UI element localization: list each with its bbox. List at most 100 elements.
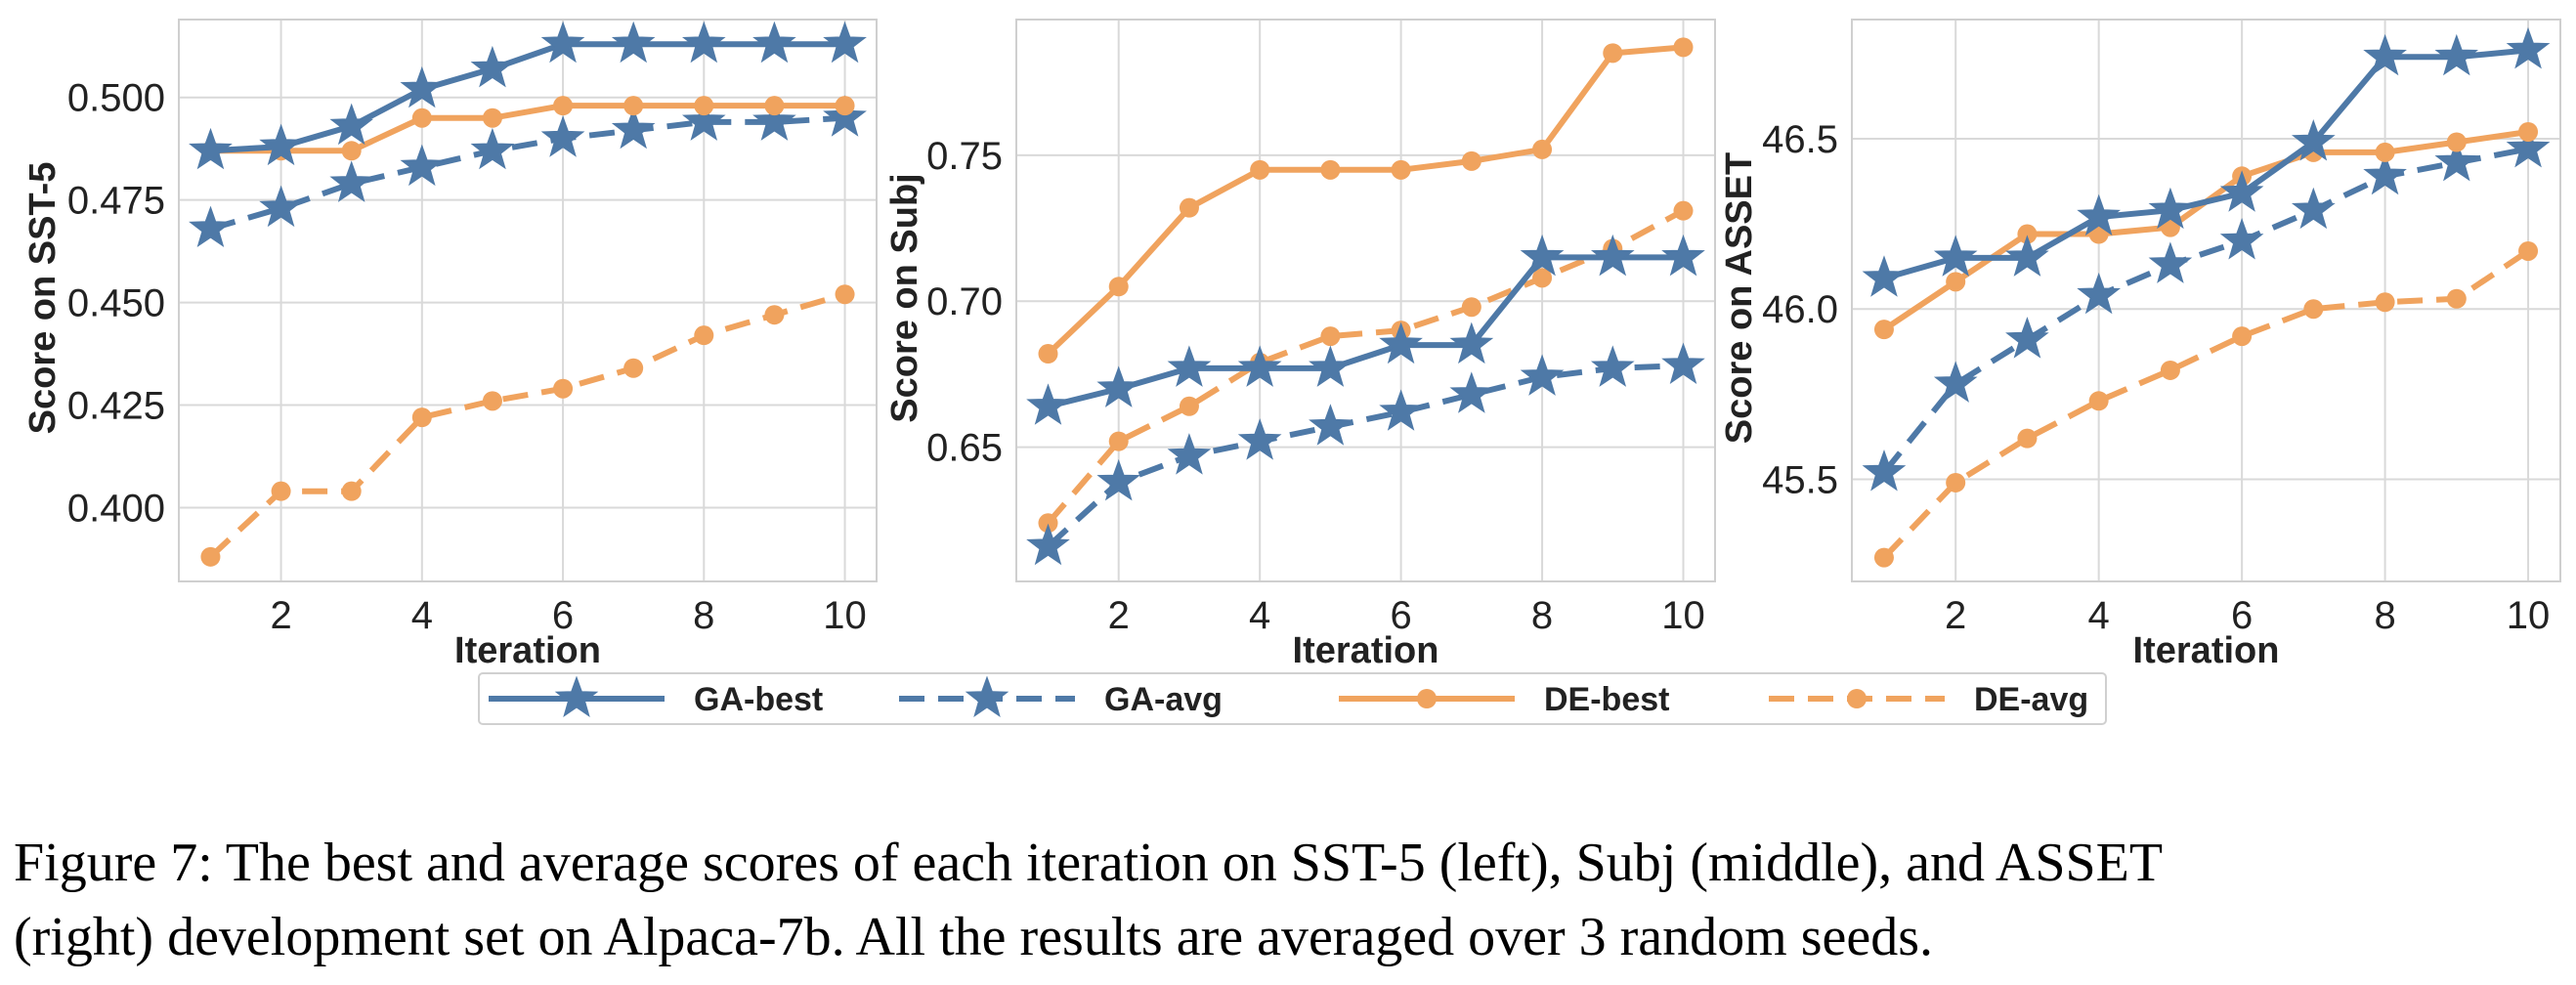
series-de-avg [1873, 240, 2539, 568]
data-point [400, 144, 445, 187]
data-point [1449, 371, 1494, 413]
y-tick-label: 0.450 [67, 282, 165, 325]
legend-box [478, 672, 2107, 725]
data-point [540, 21, 585, 64]
data-point [752, 99, 796, 141]
data-point [1179, 197, 1199, 218]
x-tick-label: 6 [2231, 594, 2253, 637]
x-tick-label: 2 [1108, 594, 1130, 637]
y-axis-label: Score on ASSET [1719, 152, 1760, 444]
data-point [1946, 272, 1966, 292]
series-de-avg [200, 284, 855, 567]
data-point [2363, 152, 2407, 195]
data-point [1250, 159, 1270, 180]
data-point [1026, 383, 1070, 425]
data-point [1603, 43, 1623, 64]
data-point [1532, 268, 1553, 288]
data-point [1461, 297, 1481, 318]
x-tick-label: 10 [2507, 594, 2551, 637]
data-point [2291, 187, 2336, 230]
data-point [1096, 458, 1141, 501]
x-tick-label: 4 [1249, 594, 1270, 637]
data-point [1391, 159, 1411, 180]
data-point [553, 378, 574, 399]
data-point [400, 65, 445, 108]
data-point [1026, 523, 1070, 566]
y-tick-label: 0.70 [926, 280, 1003, 323]
data-point [823, 95, 867, 137]
data-point [2291, 119, 2336, 161]
data-point [1379, 321, 1423, 364]
data-point [1179, 396, 1199, 416]
data-point [2017, 428, 2038, 449]
x-tick-label: 6 [552, 594, 574, 637]
data-point [341, 141, 362, 161]
legend-marker [1847, 689, 1867, 708]
series-line [1046, 207, 1685, 526]
data-point [764, 96, 785, 116]
legend-label: GA-avg [1104, 681, 1223, 718]
data-point [1309, 404, 1352, 446]
x-tick-label: 10 [1661, 594, 1705, 637]
y-tick-label: 0.425 [67, 385, 165, 428]
data-point [1661, 342, 1705, 384]
series-de-best [200, 96, 855, 161]
data-point [835, 96, 855, 116]
series-line [209, 114, 845, 232]
x-axis-label: Iteration [454, 630, 601, 671]
data-point [1167, 345, 1212, 387]
data-point [189, 205, 233, 247]
legend-item-ga-best: GA-best [489, 675, 823, 718]
series-ga-best [1862, 26, 2551, 297]
data-point [1661, 234, 1705, 277]
legend-label: GA-best [694, 681, 823, 718]
data-point [470, 45, 515, 88]
data-point [2518, 240, 2539, 261]
figure: 2 4 6 8 10 0.400 0.425 0.450 0.475 0.500 Iteration… [22, 19, 2561, 725]
series-line [1046, 363, 1684, 549]
data-point [411, 407, 432, 428]
data-point [2434, 139, 2479, 182]
series-line [210, 41, 845, 154]
data-point [1520, 354, 1565, 396]
series-line [1881, 248, 2530, 560]
series-line [1046, 44, 1684, 357]
series-ga-best [189, 21, 867, 170]
caption-line-1: Figure 7: The best and average scores of… [14, 833, 2164, 893]
data-point [1108, 277, 1129, 297]
legend-marker [1417, 689, 1437, 708]
data-point [1320, 326, 1341, 347]
data-point [623, 96, 644, 116]
data-point [682, 99, 726, 141]
legend-item-ga-avg: GA-avg [899, 675, 1223, 718]
data-point [271, 481, 291, 501]
figure-caption: Figure 7: The best and average scores of… [14, 826, 2564, 974]
data-point [2232, 326, 2253, 347]
data-point [1933, 361, 1978, 403]
data-point [1946, 472, 1966, 492]
legend-label: DE-avg [1974, 681, 2088, 718]
data-point [1520, 234, 1565, 277]
data-point [1108, 431, 1129, 451]
data-point [540, 115, 585, 157]
y-tick-label: 0.475 [67, 180, 165, 223]
plot-frame [178, 19, 878, 582]
x-tick-label: 8 [693, 594, 714, 637]
data-point [1449, 321, 1494, 364]
data-point [2446, 288, 2467, 309]
legend-item-de-best: DE-best [1339, 681, 1669, 718]
x-tick-label: 4 [2088, 594, 2110, 637]
data-point [1673, 37, 1694, 58]
series-line [1882, 129, 2529, 332]
x-tick-label: 8 [1531, 594, 1553, 637]
series-ga-avg [189, 95, 867, 247]
y-tick-label: 0.500 [67, 77, 165, 120]
data-point [259, 185, 303, 228]
legend: GA-best GA-avg DE-best DE-avg [478, 672, 2107, 725]
data-point [1038, 344, 1058, 364]
data-point [823, 21, 867, 64]
series-de-avg [1038, 200, 1694, 534]
data-point [1237, 418, 1282, 460]
data-point [2446, 132, 2467, 152]
data-point [341, 481, 362, 501]
